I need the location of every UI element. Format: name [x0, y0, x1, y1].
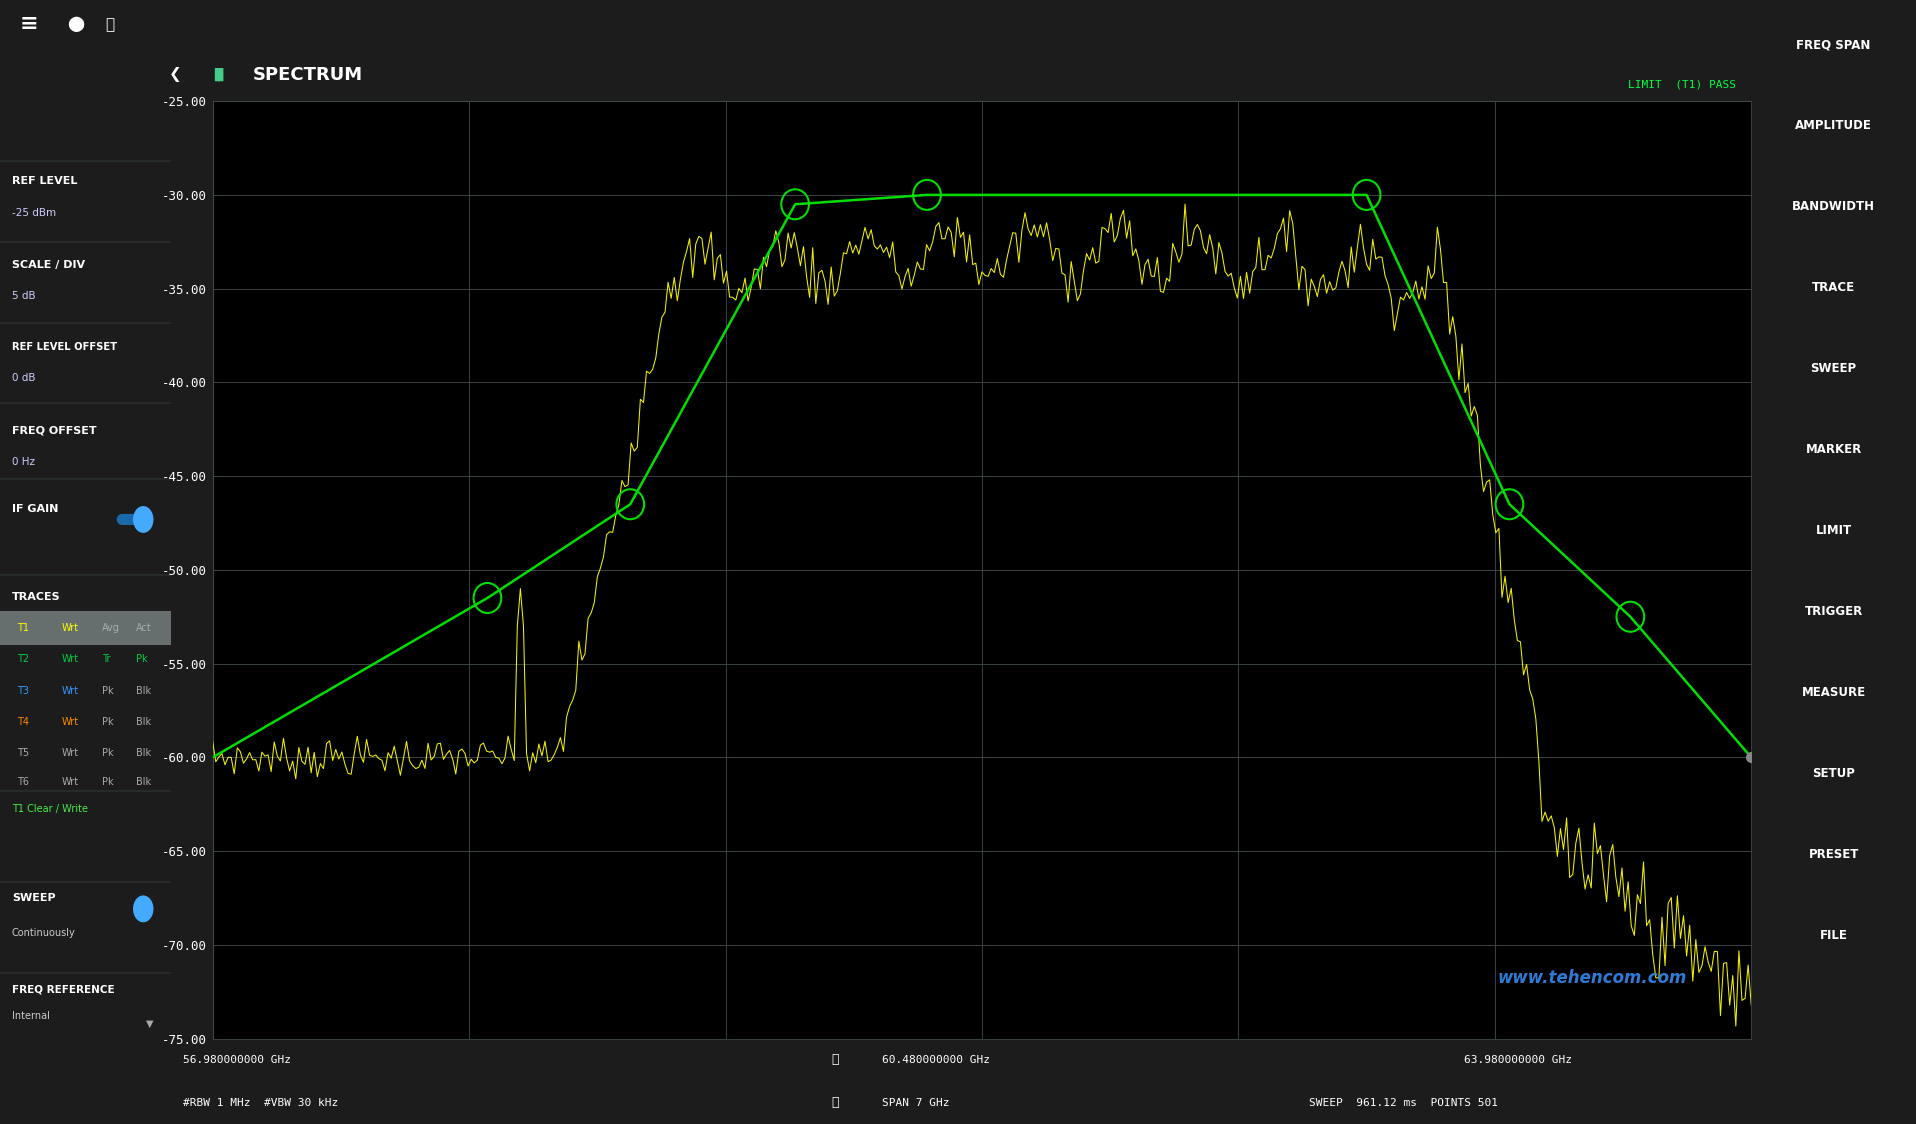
Text: REF LEVEL OFFSET: REF LEVEL OFFSET [11, 342, 117, 352]
Text: Tr: Tr [102, 654, 111, 664]
Text: Wrt: Wrt [61, 623, 79, 633]
Text: T4: T4 [17, 717, 29, 727]
Text: FREQ REFERENCE: FREQ REFERENCE [11, 985, 115, 995]
Text: SCALE / DIV: SCALE / DIV [11, 260, 84, 270]
Text: LIMIT  (T1) PASS: LIMIT (T1) PASS [1629, 80, 1736, 90]
Text: T2: T2 [17, 654, 29, 664]
Text: T3: T3 [17, 686, 29, 696]
Text: T1 Clear / Write: T1 Clear / Write [11, 804, 88, 814]
Text: LIMIT: LIMIT [1816, 524, 1851, 537]
Text: Act: Act [136, 623, 151, 633]
Text: Wrt: Wrt [61, 777, 79, 787]
Text: #RBW 1 MHz  #VBW 30 kHz: #RBW 1 MHz #VBW 30 kHz [184, 1098, 339, 1107]
Text: 60.480000000 GHz: 60.480000000 GHz [881, 1055, 991, 1064]
Text: Blk: Blk [136, 717, 151, 727]
Text: ▼: ▼ [146, 1019, 153, 1028]
Text: 5 dB: 5 dB [11, 291, 36, 301]
Text: MARKER: MARKER [1805, 443, 1862, 456]
Text: Blk: Blk [136, 777, 151, 787]
Text: 🔒: 🔒 [832, 1096, 839, 1109]
Text: TRIGGER: TRIGGER [1805, 605, 1862, 618]
Text: SWEEP  961.12 ms  POINTS 501: SWEEP 961.12 ms POINTS 501 [1309, 1098, 1498, 1107]
Text: SPAN 7 GHz: SPAN 7 GHz [881, 1098, 948, 1107]
Text: TRACES: TRACES [11, 592, 61, 602]
Text: ⓘ: ⓘ [105, 17, 115, 31]
Text: PRESET: PRESET [1809, 847, 1859, 861]
Text: Blk: Blk [136, 686, 151, 696]
Text: Blk: Blk [136, 747, 151, 758]
Text: ▐▌: ▐▌ [209, 69, 228, 81]
Ellipse shape [132, 506, 153, 533]
Text: Pk: Pk [136, 654, 148, 664]
Text: Pk: Pk [102, 777, 113, 787]
Text: T5: T5 [17, 747, 29, 758]
Text: Wrt: Wrt [61, 717, 79, 727]
Text: 0 Hz: 0 Hz [11, 457, 34, 468]
Text: 56.980000000 GHz: 56.980000000 GHz [184, 1055, 291, 1064]
Text: MEASURE: MEASURE [1801, 686, 1866, 699]
Ellipse shape [132, 896, 153, 923]
Text: SWEEP: SWEEP [11, 894, 56, 903]
Text: ⬤: ⬤ [67, 17, 84, 31]
Text: IF GAIN: IF GAIN [11, 504, 57, 514]
Text: SWEEP: SWEEP [1811, 362, 1857, 375]
Text: Pk: Pk [102, 747, 113, 758]
Text: AMPLITUDE: AMPLITUDE [1795, 119, 1872, 133]
Text: SETUP: SETUP [1813, 767, 1855, 780]
Text: 🔒: 🔒 [832, 1053, 839, 1067]
Text: REF LEVEL: REF LEVEL [11, 176, 77, 185]
Text: Pk: Pk [102, 717, 113, 727]
Text: Wrt: Wrt [61, 747, 79, 758]
Text: Internal: Internal [11, 1012, 50, 1022]
Bar [0, 611, 171, 645]
Text: TRACE: TRACE [1813, 281, 1855, 294]
Text: Wrt: Wrt [61, 686, 79, 696]
Text: BANDWIDTH: BANDWIDTH [1791, 200, 1876, 214]
Text: 0 dB: 0 dB [11, 373, 34, 383]
Text: Wrt: Wrt [61, 654, 79, 664]
Text: SPECTRUM: SPECTRUM [253, 65, 364, 84]
Text: FILE: FILE [1820, 928, 1847, 942]
Text: www.tehencom.com: www.tehencom.com [1498, 969, 1686, 987]
Text: T1: T1 [17, 623, 29, 633]
Text: 63.980000000 GHz: 63.980000000 GHz [1464, 1055, 1571, 1064]
Text: ≡: ≡ [19, 15, 38, 34]
Text: Avg: Avg [102, 623, 121, 633]
Text: Pk: Pk [102, 686, 113, 696]
Text: -25 dBm: -25 dBm [11, 208, 56, 218]
Text: ❮: ❮ [169, 67, 182, 82]
Text: FREQ SPAN: FREQ SPAN [1797, 38, 1870, 52]
Text: T6: T6 [17, 777, 29, 787]
Text: FREQ OFFSET: FREQ OFFSET [11, 426, 96, 436]
Text: Continuously: Continuously [11, 927, 77, 937]
